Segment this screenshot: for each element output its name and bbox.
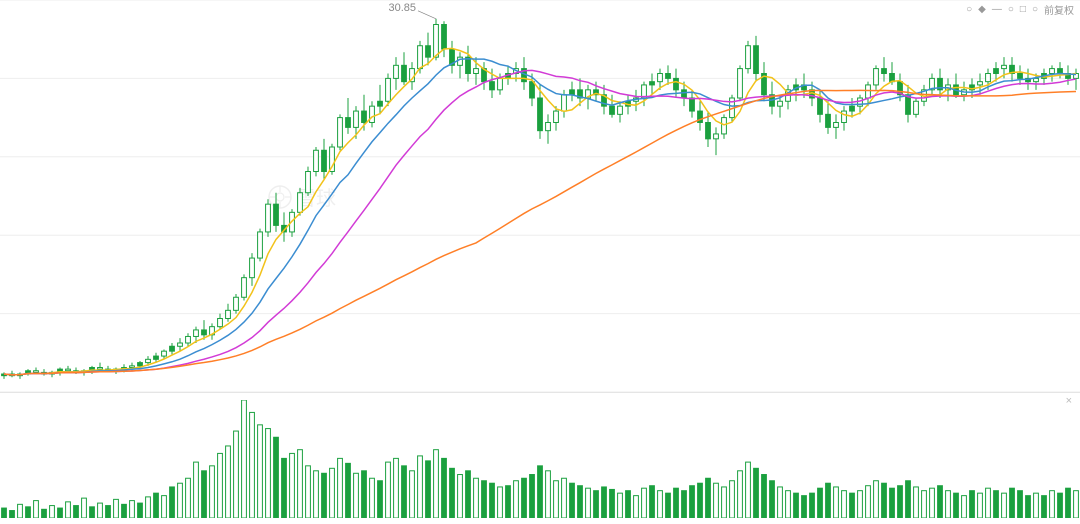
chart-container: ○ ◆ — ○ □ ○ 前复权 雪球 30.85 × [0,0,1080,524]
price-panel[interactable]: 30.85 [0,0,1080,393]
svg-text:30.85: 30.85 [388,2,416,14]
volume-panel[interactable] [0,400,1080,518]
volume-chart[interactable] [0,400,1080,518]
price-chart[interactable]: 30.85 [0,0,1080,392]
